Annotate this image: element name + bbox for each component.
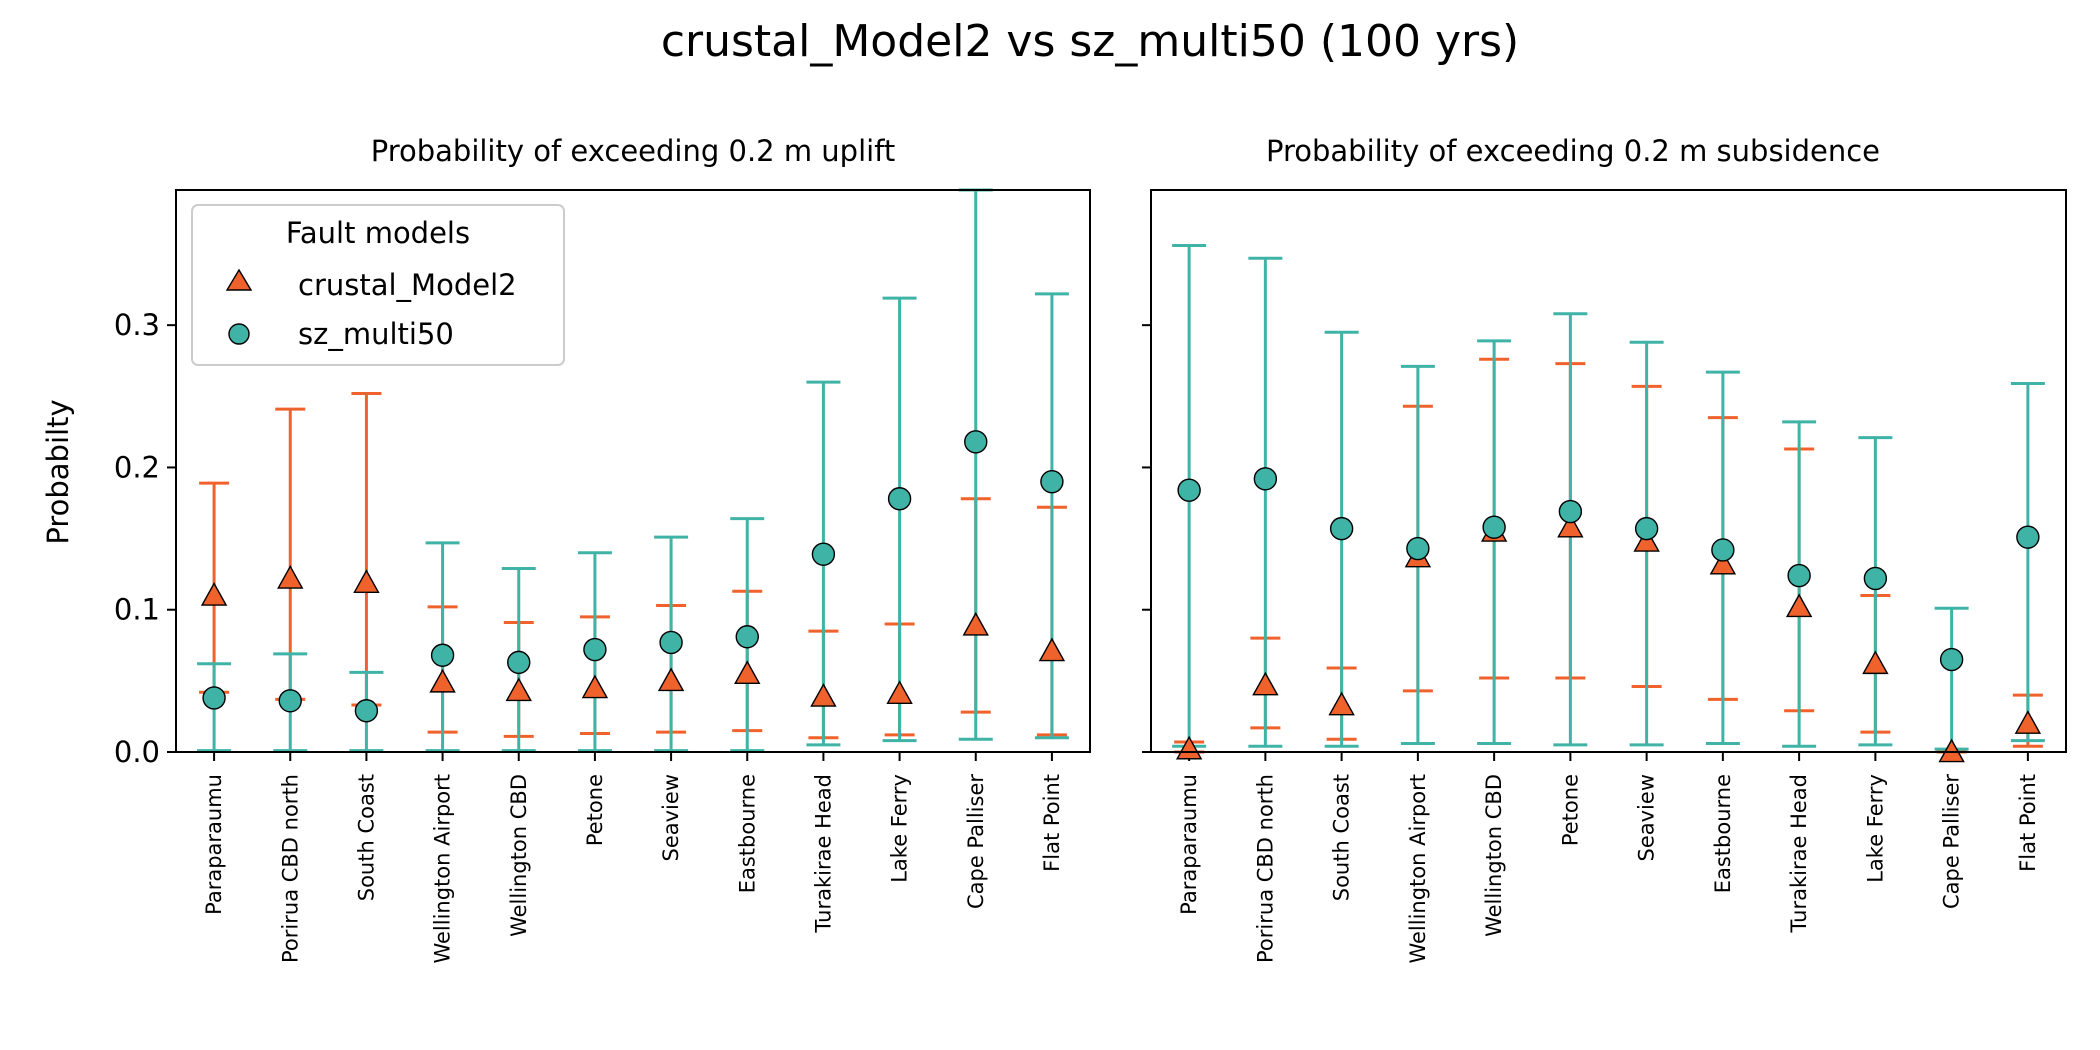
crustal-model2-point-south-coast <box>1328 691 1355 716</box>
crustal-model2-point-turakirae-head <box>810 683 837 707</box>
crustal-model2-point-eastbourne <box>1709 550 1737 575</box>
x-tick-label-seaview: Seaview <box>1635 774 1659 861</box>
x-tick-label-turakirae-head: Turakirae Head <box>811 774 835 933</box>
crustal-model2-point-flat-point <box>1038 637 1066 662</box>
sz-multi50-point-cape-palliser <box>964 430 988 454</box>
sz-multi50-point-cape-palliser <box>1939 647 1964 672</box>
x-tick-label-petone: Petone <box>583 774 607 846</box>
uplift-panel: Probability of exceeding 0.2 m uplift Pr… <box>41 134 1091 964</box>
x-tick-label-lake-ferry: Lake Ferry <box>888 774 912 883</box>
crustal-model2-point-cape-palliser <box>962 611 989 636</box>
x-tick-label-petone: Petone <box>1558 774 1582 846</box>
legend: Fault models crustal_Model2 sz_multi50 <box>191 204 565 366</box>
sz-multi50-point-eastbourne <box>1711 538 1735 562</box>
y-tick-label: 0.1 <box>114 593 160 627</box>
uplift-plot-area: 0.0 0.1 0.2 0.3 Paraparaumu Porirua CBD north… <box>114 188 1069 964</box>
sz-multi50-point-seaview <box>659 630 683 655</box>
sz-multi50-point-porirua-cbd-north <box>1253 467 1278 491</box>
crustal-model2-point-south-coast <box>353 569 380 593</box>
x-tick-label-flat-point: Flat Point <box>2016 774 2040 872</box>
crustal-model2-point-wellington-airport <box>429 668 456 693</box>
legend-title: Fault models <box>286 216 470 250</box>
y-tick-label: 0.2 <box>114 450 160 484</box>
sz-multi50-point-wellington-airport <box>1406 536 1430 561</box>
legend-triangle-marker <box>225 268 253 291</box>
legend-box <box>191 204 565 366</box>
y-tick-label: 0.0 <box>114 735 160 769</box>
sz-multi50-point-lake-ferry <box>1863 566 1888 591</box>
crustal-model2-point-flat-point <box>2014 710 2042 734</box>
legend-circle-marker <box>228 323 250 345</box>
x-tick-label-south-coast: South Coast <box>1330 774 1354 901</box>
crustal-model2-point-porirua-cbd-north <box>277 564 304 589</box>
sz-multi50-point-turakirae-head <box>1787 563 1811 588</box>
sz-multi50-point-turakirae-head <box>811 542 836 566</box>
x-tick-label-flat-point: Flat Point <box>1040 774 1064 872</box>
x-tick-label-lake-ferry: Lake Ferry <box>1863 774 1887 883</box>
x-tick-label-porirua-cbd-north: Porirua CBD north <box>1253 774 1277 963</box>
x-tick-label-wellington-airport: Wellington Airport <box>431 774 455 964</box>
sz-multi50-point-wellington-cbd <box>1482 515 1506 539</box>
x-tick-label-wellington-cbd: Wellington CBD <box>1482 774 1506 937</box>
sz-multi50-point-wellington-cbd <box>507 650 531 675</box>
x-tick-label-south-coast: South Coast <box>354 774 378 901</box>
x-tick-label-paraparaumu: Paraparaumu <box>202 774 226 915</box>
sz-multi50-point-south-coast <box>1329 516 1354 541</box>
x-tick-label-paraparaumu: Paraparaumu <box>1177 774 1201 915</box>
crustal-model2-point-petone <box>1557 513 1584 538</box>
subsidence-panel-title: Probability of exceeding 0.2 m subsidenc… <box>1266 134 1880 168</box>
x-tick-label-cape-palliser: Cape Palliser <box>964 774 988 909</box>
crustal-model2-point-paraparaumu <box>1175 735 1203 760</box>
uplift-axes-frame <box>175 189 1091 753</box>
legend-label-crustal: crustal_Model2 <box>298 268 517 302</box>
x-tick-label-eastbourne: Eastbourne <box>1711 774 1735 893</box>
x-tick-label-cape-palliser: Cape Palliser <box>1940 774 1964 909</box>
x-tick-label-porirua-cbd-north: Porirua CBD north <box>278 774 302 963</box>
crustal-model2-point-lake-ferry <box>886 680 913 704</box>
legend-label-sz: sz_multi50 <box>298 317 454 351</box>
sz-multi50-point-south-coast <box>354 699 379 723</box>
sz-multi50-point-eastbourne <box>735 625 759 649</box>
figure-title: crustal_Model2 vs sz_multi50 (100 yrs) <box>661 16 1519 67</box>
crustal-model2-point-seaview <box>657 667 685 692</box>
crustal-model2-point-eastbourne <box>734 660 761 685</box>
sz-multi50-point-paraparaumu <box>202 686 226 710</box>
subsidence-plot-area: Paraparaumu Porirua CBD north South Coast W… <box>1142 243 2045 964</box>
crustal-model2-point-paraparaumu <box>200 582 228 606</box>
sz-multi50-point-paraparaumu <box>1177 478 1201 502</box>
sz-multi50-point-seaview <box>1634 516 1659 541</box>
crustal-model2-point-petone <box>581 674 609 699</box>
subsidence-axes-frame <box>1150 189 2067 753</box>
sz-multi50-point-petone <box>583 637 607 662</box>
x-tick-label-wellington-cbd: Wellington CBD <box>507 774 531 937</box>
y-axis-label: Probabilty <box>41 399 75 544</box>
sz-multi50-point-wellington-airport <box>430 643 455 667</box>
uplift-panel-title: Probability of exceeding 0.2 m uplift <box>371 134 896 168</box>
sz-multi50-point-lake-ferry <box>887 487 912 511</box>
x-tick-label-wellington-airport: Wellington Airport <box>1406 774 1430 964</box>
sz-multi50-point-flat-point <box>1040 469 1064 494</box>
crustal-model2-point-lake-ferry <box>1862 650 1889 675</box>
sz-multi50-point-flat-point <box>2016 525 2040 549</box>
sz-multi50-point-petone <box>1558 499 1583 524</box>
x-tick-label-eastbourne: Eastbourne <box>735 774 759 893</box>
subsidence-panel: Probability of exceeding 0.2 m subsidenc… <box>1142 134 2067 964</box>
x-tick-label-seaview: Seaview <box>659 774 683 861</box>
sz-multi50-point-porirua-cbd-north <box>278 689 302 713</box>
y-tick-label: 0.3 <box>114 308 160 342</box>
x-tick-label-turakirae-head: Turakirae Head <box>1787 774 1811 933</box>
crustal-model2-point-wellington-cbd <box>505 677 532 702</box>
crustal-model2-point-turakirae-head <box>1785 593 1813 618</box>
crustal-model2-point-cape-palliser <box>1938 738 1965 763</box>
crustal-model2-point-porirua-cbd-north <box>1252 671 1279 696</box>
